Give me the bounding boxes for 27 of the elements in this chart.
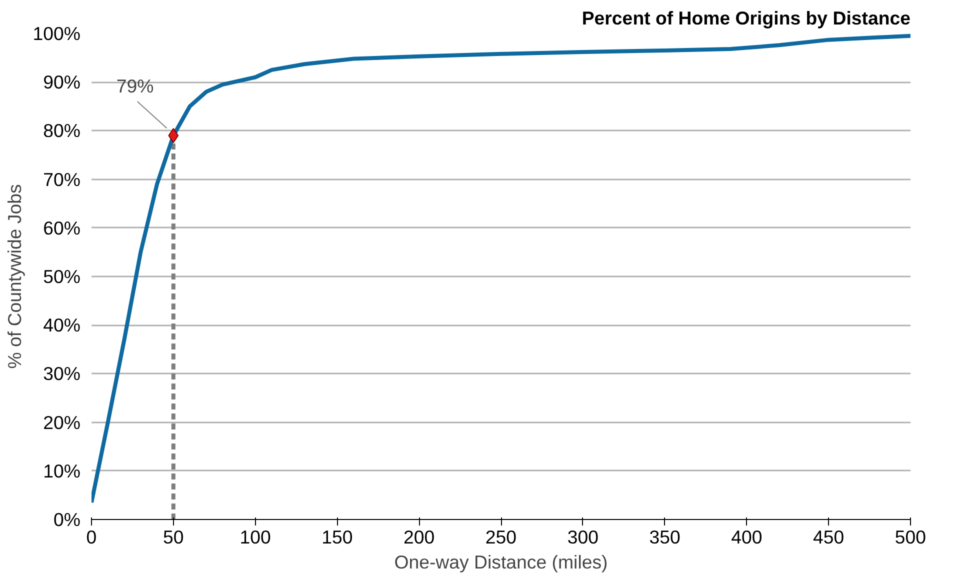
y-tick-label: 40% xyxy=(43,314,81,336)
y-tick-label: 20% xyxy=(43,412,81,433)
x-tick-label: 250 xyxy=(485,526,517,548)
y-tick-label: 90% xyxy=(43,72,81,93)
x-tick-label: 300 xyxy=(567,526,598,548)
y-tick-label: 50% xyxy=(43,266,81,287)
x-tick-label: 500 xyxy=(894,526,926,548)
x-tick-label: 450 xyxy=(813,526,844,548)
annotation: 79% xyxy=(116,76,154,97)
x-tick-label: 150 xyxy=(322,526,353,548)
y-tick-label: 0% xyxy=(54,509,81,530)
y-tick-label: 100% xyxy=(32,23,81,44)
y-tick-label: 30% xyxy=(43,363,81,384)
x-tick-label: 0 xyxy=(86,526,97,548)
y-tick-label: 70% xyxy=(43,168,81,190)
x-tick-label: 100 xyxy=(240,526,271,548)
x-tick-label: 400 xyxy=(731,526,762,548)
y-tick-label: 80% xyxy=(43,120,81,142)
x-tick-label: 350 xyxy=(649,526,680,548)
y-tick-label: 10% xyxy=(43,460,81,482)
x-axis-title: One-way Distance (miles) xyxy=(394,552,608,572)
x-tick-label: 50 xyxy=(163,526,184,548)
x-tick-label: 200 xyxy=(404,526,435,548)
chart-title: Percent of Home Origins by Distance xyxy=(582,8,911,28)
y-tick-label: 60% xyxy=(43,217,81,238)
y-axis-title: % of Countywide Jobs xyxy=(4,184,25,369)
line-series xyxy=(92,34,910,504)
